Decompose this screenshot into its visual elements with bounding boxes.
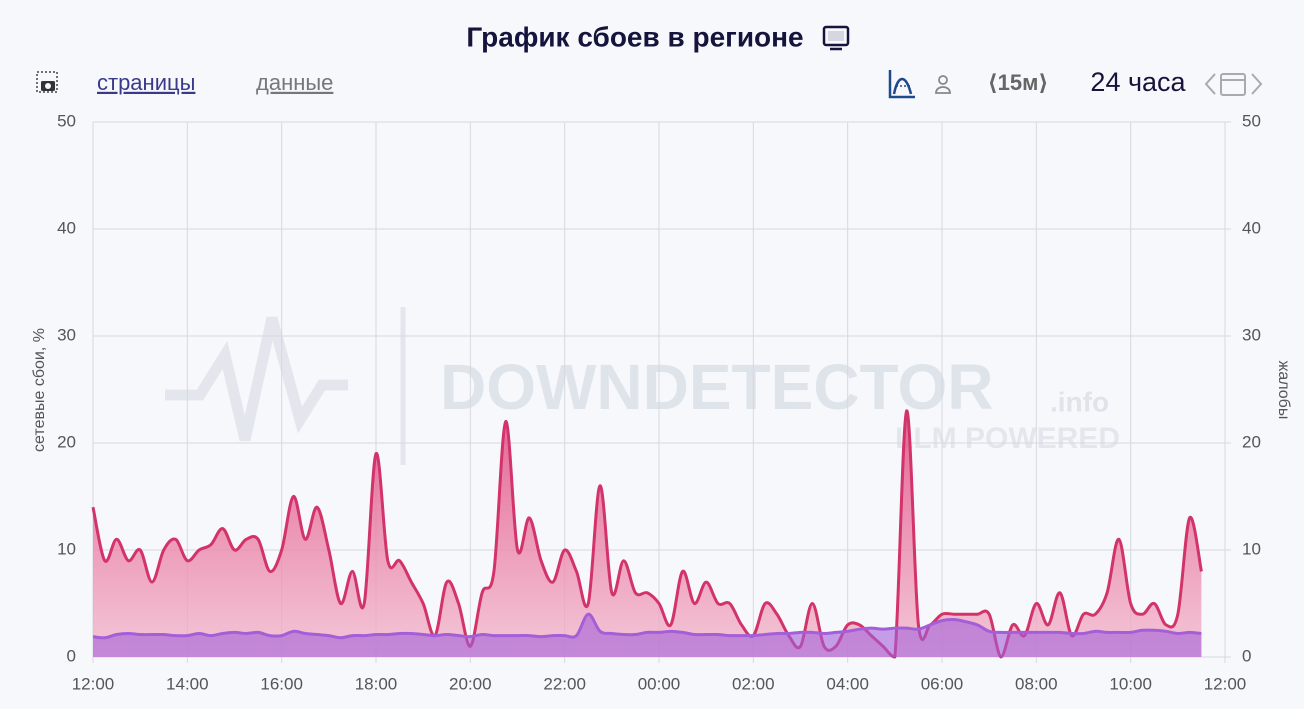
x-tick-label: 04:00 <box>826 674 869 693</box>
period-label: 24 часа <box>1090 67 1186 97</box>
monitor-icon <box>822 25 850 51</box>
y2-tick-label: 50 <box>1242 111 1261 130</box>
interval-selector[interactable]: ⟨15м⟩ <box>988 70 1049 95</box>
x-tick-label: 16:00 <box>260 674 303 693</box>
x-tick-label: 10:00 <box>1109 674 1152 693</box>
x-tick-label: 12:00 <box>72 674 115 693</box>
y-tick-label: 50 <box>57 111 76 130</box>
pages-link[interactable]: страницы <box>97 70 195 95</box>
y-tick-label: 0 <box>67 646 76 665</box>
series-line <box>92 612 1202 640</box>
watermark: DOWNDETECTOR .info LLM POWERED <box>165 307 1120 465</box>
chart-title: График сбоев в регионе <box>466 21 803 52</box>
grid <box>92 121 1231 663</box>
x-tick-label: 22:00 <box>543 674 586 693</box>
series-area <box>93 410 1202 657</box>
x-tick-label: 02:00 <box>732 674 775 693</box>
watermark-brand: DOWNDETECTOR <box>440 351 993 423</box>
y2-tick-label: 0 <box>1242 646 1251 665</box>
x-tick-label: 12:00 <box>1204 674 1247 693</box>
y-tick-label: 40 <box>57 218 76 237</box>
x-tick-label: 00:00 <box>638 674 681 693</box>
y2-tick-label: 10 <box>1242 539 1261 558</box>
y-tick-label: 20 <box>57 432 76 451</box>
watermark-suffix: .info <box>1050 386 1109 417</box>
series-line <box>91 409 1203 659</box>
x-tick-label: 08:00 <box>1015 674 1058 693</box>
y2-tick-label: 30 <box>1242 325 1261 344</box>
y2-tick-label: 20 <box>1242 432 1261 451</box>
y2-tick-label: 40 <box>1242 218 1261 237</box>
y-axis-title: сетевые сбои, % <box>31 328 48 452</box>
screenshot-icon[interactable] <box>36 71 58 93</box>
watermark-tagline: LLM POWERED <box>895 422 1120 455</box>
y2-axis-title: жалобы <box>1275 361 1292 420</box>
x-tick-label: 06:00 <box>921 674 964 693</box>
user-icon[interactable] <box>935 75 951 94</box>
data-link[interactable]: данные <box>256 70 333 95</box>
series-area <box>93 614 1202 657</box>
chart-type-icon[interactable] <box>888 70 915 99</box>
x-tick-label: 18:00 <box>355 674 398 693</box>
y-tick-label: 10 <box>57 539 76 558</box>
x-tick-label: 14:00 <box>166 674 209 693</box>
calendar-nav[interactable] <box>1204 73 1263 96</box>
x-tick-label: 20:00 <box>449 674 492 693</box>
y-tick-label: 30 <box>57 325 76 344</box>
